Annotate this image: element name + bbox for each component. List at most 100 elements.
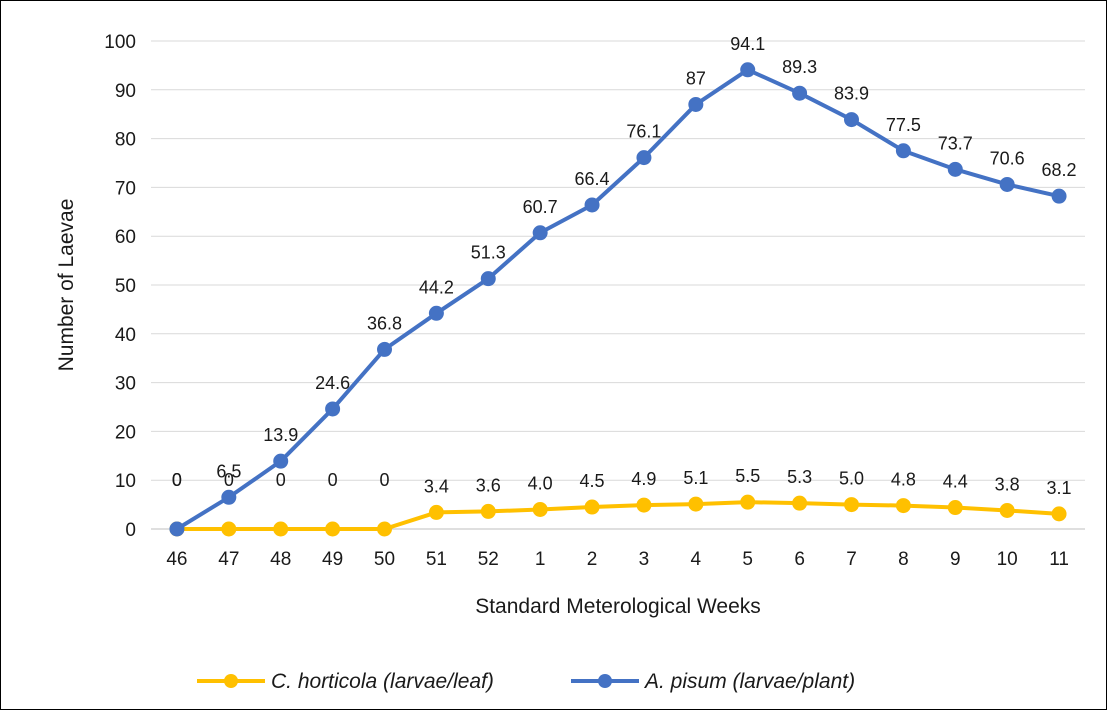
data-point <box>169 521 185 537</box>
data-labels: 0 0 0 0 0 3.4 3.6 4.0 4.5 4.9 5.1 5.5 5.3 5.0 4.8 4.4 3.… <box>172 34 1077 498</box>
data-point <box>895 143 911 159</box>
data-point <box>480 271 496 287</box>
data-label: 3.6 <box>476 475 501 495</box>
data-label: 5.5 <box>735 466 760 486</box>
x-tick-label: 8 <box>898 549 909 570</box>
data-point <box>325 401 341 417</box>
data-point <box>636 497 652 513</box>
data-label: 94.1 <box>730 34 765 54</box>
data-label: 83.9 <box>834 84 869 104</box>
data-point <box>377 521 392 537</box>
legend-swatch-marker <box>598 674 612 688</box>
x-tick-label: 6 <box>794 549 805 570</box>
data-point <box>999 502 1015 518</box>
data-point <box>273 521 289 537</box>
data-label: 4.5 <box>580 471 605 491</box>
data-label: 73.7 <box>938 133 973 153</box>
data-point <box>844 112 859 128</box>
y-tick-label: 70 <box>115 178 136 199</box>
data-label: 0 <box>276 470 286 490</box>
x-tick-label: 47 <box>218 549 239 570</box>
data-point <box>895 498 911 514</box>
data-label: 0 <box>379 470 389 490</box>
data-label: 36.8 <box>367 313 402 333</box>
x-tick-label: 50 <box>374 549 395 570</box>
x-tick-label: 49 <box>322 549 343 570</box>
data-label: 87 <box>686 68 706 88</box>
data-label: 60.7 <box>523 197 558 217</box>
y-tick-label: 0 <box>125 520 136 541</box>
data-point <box>688 96 704 112</box>
data-point <box>325 521 341 537</box>
data-point <box>740 62 756 78</box>
x-tick-label: 51 <box>426 549 447 570</box>
data-label: 0 <box>328 470 338 490</box>
data-point <box>584 197 600 213</box>
data-label: 0 <box>224 470 234 490</box>
data-point <box>532 225 548 241</box>
y-tick-label: 50 <box>115 276 136 297</box>
data-point <box>221 489 237 505</box>
data-point <box>273 453 289 469</box>
x-axis-title: Standard Meterological Weeks <box>475 595 761 618</box>
y-tick-label: 10 <box>115 471 136 492</box>
data-label: 44.2 <box>419 277 454 297</box>
data-point <box>792 85 808 101</box>
data-point <box>1051 506 1067 522</box>
data-label: 4.0 <box>528 473 553 493</box>
y-axis-title: Number of Laevae <box>55 199 78 372</box>
data-label: 3.8 <box>995 474 1020 494</box>
y-tick-label: 90 <box>115 81 136 102</box>
data-label: 3.1 <box>1047 478 1072 498</box>
x-tick-label: 2 <box>587 549 598 570</box>
data-label: 4.8 <box>891 470 916 490</box>
data-label: 76.1 <box>626 122 661 142</box>
y-tick-label: 40 <box>115 325 136 346</box>
data-point <box>221 521 237 537</box>
data-point <box>428 504 444 520</box>
data-label: 4.9 <box>631 469 656 489</box>
series-lines <box>169 62 1067 537</box>
legend-label: C. horticola (larvae/leaf) <box>271 670 494 693</box>
legend: C. horticola (larvae/leaf) A. pisum (larv… <box>197 670 855 693</box>
x-tick-label: 52 <box>478 549 499 570</box>
data-label: 0 <box>172 470 182 490</box>
series-line-0 <box>174 500 1062 531</box>
data-point <box>740 494 756 510</box>
x-tick-label: 4 <box>691 549 702 570</box>
series-line-1 <box>174 67 1062 531</box>
data-point <box>532 501 548 517</box>
x-tick-label: 3 <box>639 549 650 570</box>
data-label: 70.6 <box>990 148 1025 168</box>
data-label: 3.4 <box>424 476 449 496</box>
x-tick-label: 5 <box>742 549 753 570</box>
y-tick-label: 20 <box>115 422 136 443</box>
data-point <box>584 499 600 515</box>
y-tick-label: 80 <box>115 130 136 151</box>
x-tick-label: 10 <box>997 549 1018 570</box>
x-tick-label: 46 <box>166 549 187 570</box>
data-label: 5.1 <box>683 468 708 488</box>
data-point <box>844 497 859 513</box>
x-tick-label: 1 <box>535 549 546 570</box>
x-tick-label: 9 <box>950 549 961 570</box>
y-tick-label: 60 <box>115 227 136 248</box>
data-point <box>792 495 808 511</box>
data-point <box>688 496 704 512</box>
legend-swatch-marker <box>224 674 238 688</box>
x-tick-label: 11 <box>1049 549 1069 570</box>
data-point <box>377 341 392 357</box>
data-label: 0 <box>172 470 182 490</box>
data-point <box>428 305 444 321</box>
data-label: 4.4 <box>943 472 968 492</box>
x-tick-label: 48 <box>270 549 291 570</box>
data-point <box>480 503 496 519</box>
legend-label: A. pisum (larvae/plant) <box>643 670 855 693</box>
x-tick-label: 7 <box>846 549 857 570</box>
data-label: 5.3 <box>787 467 812 487</box>
data-point <box>947 161 963 177</box>
data-point <box>636 150 652 166</box>
